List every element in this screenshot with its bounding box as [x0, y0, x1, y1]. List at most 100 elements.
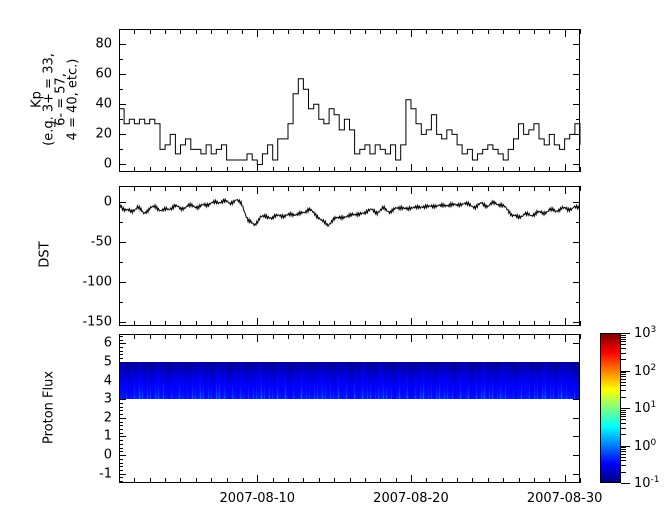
colorbar — [600, 333, 621, 483]
dst-xtick-top-minor — [134, 186, 135, 191]
dst-xtick-top-minor — [365, 186, 366, 191]
colorbar-tick-minor — [621, 414, 626, 415]
flux-xtick-minor — [180, 478, 181, 483]
flux-xtick-top-major — [411, 334, 412, 342]
flux-ytick-label: 0 — [103, 447, 112, 463]
dst-xtick-top-minor — [165, 186, 166, 191]
kp-xtick-top-minor — [488, 29, 489, 34]
dst-xtick-minor — [380, 321, 381, 326]
dst-xtick-major — [257, 318, 258, 326]
kp-xtick-top-minor — [534, 29, 535, 34]
dst-xtick-minor — [196, 321, 197, 326]
kp-xtick-top-minor — [303, 29, 304, 34]
flux-ytick-minor — [119, 358, 123, 359]
kp-ytick-minor — [119, 149, 123, 150]
flux-ytick-major-right — [573, 436, 580, 437]
flux-xtick-minor — [580, 478, 581, 483]
colorbar-tick-label: 101 — [634, 399, 657, 417]
colorbar-tick-minor — [621, 339, 626, 340]
colorbar-tick-major — [621, 333, 630, 334]
dst-xtick-top-minor — [119, 186, 120, 191]
dst-xtick-top-minor — [288, 186, 289, 191]
kp-ytick-label: 60 — [95, 66, 112, 82]
dst-xtick-major — [565, 318, 566, 326]
kp-xtick-top-minor — [396, 29, 397, 34]
kp-panel — [119, 29, 580, 172]
kp-xtick-top-minor — [165, 29, 166, 34]
flux-ytick-major-right — [573, 455, 580, 456]
kp-ytick-major — [119, 164, 126, 165]
colorbar-tick-minor — [621, 465, 626, 466]
flux-xtick-top-minor — [242, 334, 243, 339]
flux-xtick-top-minor — [488, 334, 489, 339]
flux-xtick-minor — [319, 478, 320, 483]
kp-xtick-minor — [288, 167, 289, 172]
flux-xtick-minor — [503, 478, 504, 483]
colorbar-tick-minor — [621, 410, 626, 411]
flux-xtick-minor — [242, 478, 243, 483]
dst-panel — [119, 186, 580, 326]
kp-xtick-top-major — [411, 29, 412, 37]
flux-ytick-minor — [119, 444, 123, 445]
colorbar-tick-minor — [621, 412, 626, 413]
flux-xtick-minor — [150, 478, 151, 483]
colorbar-tick-minor — [621, 447, 626, 448]
flux-ytick-label: 3 — [103, 391, 112, 407]
dst-xtick-top-minor — [334, 186, 335, 191]
flux-heatmap-canvas — [120, 362, 579, 399]
dst-xtick-top-minor — [503, 186, 504, 191]
colorbar-tick-major — [621, 483, 630, 484]
kp-xtick-minor — [457, 167, 458, 172]
flux-ytick-minor — [119, 436, 123, 437]
flux-xtick-top-minor — [426, 334, 427, 339]
dst-xtick-minor — [472, 321, 473, 326]
flux-ytick-minor — [119, 433, 123, 434]
kp-xtick-top-minor — [227, 29, 228, 34]
dst-xtick-top-minor — [396, 186, 397, 191]
dst-xtick-minor — [288, 321, 289, 326]
kp-xtick-minor — [273, 167, 274, 172]
kp-xtick-top-minor — [150, 29, 151, 34]
flux-ytick-minor — [119, 347, 123, 348]
dst-xtick-top-minor — [273, 186, 274, 191]
flux-ytick-minor — [119, 448, 123, 449]
flux-ytick-label: 4 — [103, 373, 112, 389]
flux-xtick-minor — [396, 478, 397, 483]
xaxis-label: 2007-08-20 — [373, 491, 449, 506]
kp-ytick-major-right — [573, 74, 580, 75]
flux-xtick-top-major — [257, 334, 258, 342]
kp-xtick-minor — [549, 167, 550, 172]
flux-ytick-minor — [119, 455, 123, 456]
flux-xtick-top-minor — [580, 334, 581, 339]
dst-xtick-minor — [319, 321, 320, 326]
kp-ytick-major-right — [573, 44, 580, 45]
flux-ytick-minor — [119, 354, 123, 355]
kp-ytick-label: 80 — [95, 36, 112, 52]
kp-xtick-minor — [196, 167, 197, 172]
flux-xtick-top-minor — [150, 334, 151, 339]
dst-xtick-top-minor — [457, 186, 458, 191]
kp-ytick-minor — [119, 119, 123, 120]
colorbar-tick-minor — [621, 454, 626, 455]
kp-xtick-top-minor — [334, 29, 335, 34]
dst-xtick-top-minor — [442, 186, 443, 191]
flux-xtick-minor — [134, 478, 135, 483]
dst-xtick-top-minor — [426, 186, 427, 191]
kp-xtick-top-minor — [319, 29, 320, 34]
flux-xtick-minor — [350, 478, 351, 483]
colorbar-tick-minor — [621, 385, 626, 386]
kp-xtick-top-minor — [273, 29, 274, 34]
dst-ytick-major-right — [573, 322, 580, 323]
colorbar-tick-label: 103 — [634, 324, 657, 342]
dst-xtick-minor — [503, 321, 504, 326]
colorbar-tick-minor — [621, 379, 626, 380]
kp-xtick-top-minor — [242, 29, 243, 34]
flux-ytick-major-right — [573, 418, 580, 419]
dst-xtick-minor — [119, 321, 120, 326]
flux-xtick-top-minor — [211, 334, 212, 339]
colorbar-tick-minor — [621, 472, 626, 473]
colorbar-tick-minor — [621, 376, 626, 377]
kp-ytick-label: 0 — [103, 156, 112, 172]
dst-xtick-minor — [165, 321, 166, 326]
dst-xtick-top-minor — [303, 186, 304, 191]
